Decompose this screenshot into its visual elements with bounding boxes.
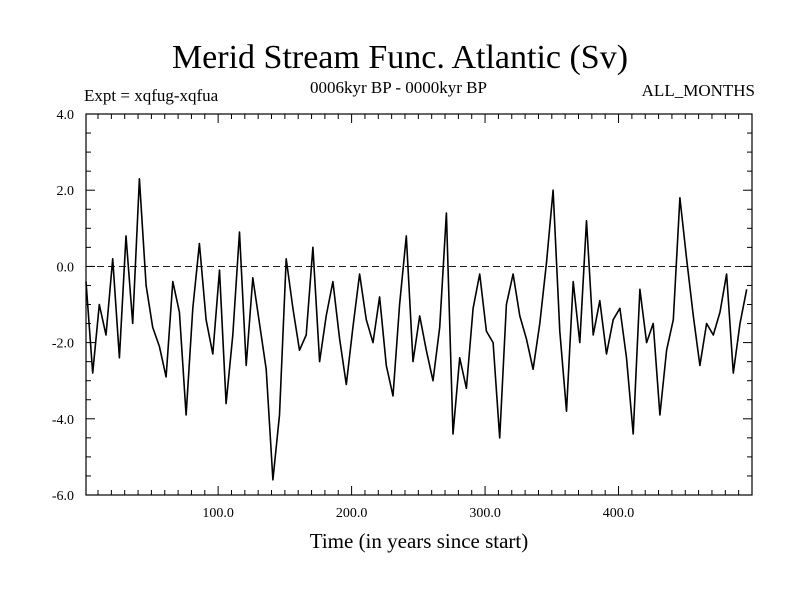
x-tick-label: 200.0 <box>336 506 368 521</box>
plot-frame <box>85 113 753 496</box>
months-annotation: ALL_MONTHS <box>641 81 755 100</box>
y-tick-label: -2.0 <box>52 337 74 352</box>
y-tick-label: 0.0 <box>57 260 75 275</box>
experiment-annotation: Expt = xqfug-xqfua <box>84 86 219 105</box>
x-axis-label: Time (in years since start) <box>309 529 529 553</box>
series-line <box>85 178 748 481</box>
y-tick-label: -4.0 <box>52 413 74 428</box>
chart-title: Merid Stream Func. Atlantic (Sv) <box>171 39 629 76</box>
period-annotation: 0006kyr BP - 0000kyr BP <box>310 78 487 97</box>
x-tick-label: 300.0 <box>469 506 501 521</box>
y-tick-label: -6.0 <box>52 489 74 504</box>
y-tick-label: 2.0 <box>57 184 75 199</box>
y-tick-label: 4.0 <box>57 108 75 123</box>
x-tick-label: 100.0 <box>202 506 234 521</box>
x-tick-label: 400.0 <box>603 506 635 521</box>
